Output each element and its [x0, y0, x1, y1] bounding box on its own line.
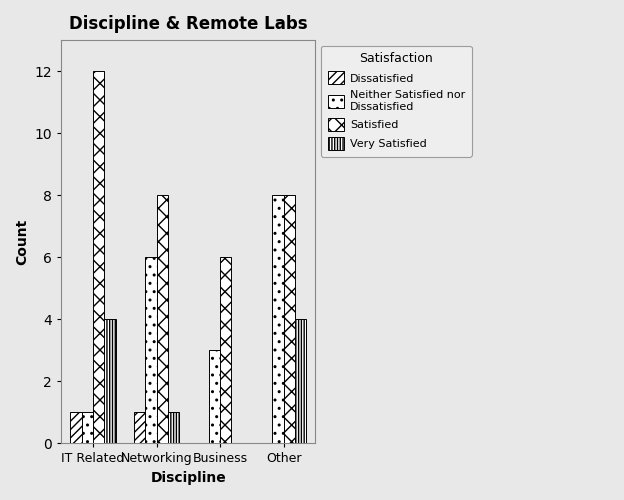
Legend: Dissatisfied, Neither Satisfied nor
Dissatisfied, Satisfied, Very Satisfied: Dissatisfied, Neither Satisfied nor Diss… — [321, 46, 472, 156]
Bar — [168, 412, 179, 444]
Bar — [82, 412, 93, 444]
Title: Discipline & Remote Labs: Discipline & Remote Labs — [69, 15, 308, 33]
Bar — [157, 195, 168, 444]
Bar — [208, 350, 220, 444]
Bar — [104, 320, 116, 444]
Bar — [220, 258, 232, 444]
Bar — [295, 320, 306, 444]
Bar — [134, 412, 145, 444]
Bar — [145, 258, 157, 444]
Bar — [272, 195, 283, 444]
Bar — [283, 195, 295, 444]
X-axis label: Discipline: Discipline — [150, 471, 226, 485]
Bar — [93, 71, 104, 444]
Y-axis label: Count: Count — [15, 218, 29, 265]
Bar — [70, 412, 82, 444]
